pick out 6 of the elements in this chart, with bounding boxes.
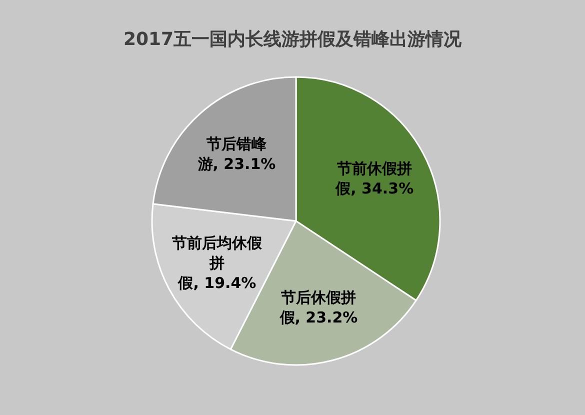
slice-label: 节后错峰游, 23.1% [196, 135, 276, 174]
slice-label: 节前后均休假拼假, 19.4% [171, 234, 264, 292]
pie-slice [152, 76, 297, 222]
slice-label: 节后休假拼假, 23.2% [278, 288, 358, 326]
slice-label: 节前休假拼假, 34.3% [334, 160, 414, 198]
chart-title: 2017五一国内长线游拼假及错峰出游情况 [123, 29, 463, 50]
